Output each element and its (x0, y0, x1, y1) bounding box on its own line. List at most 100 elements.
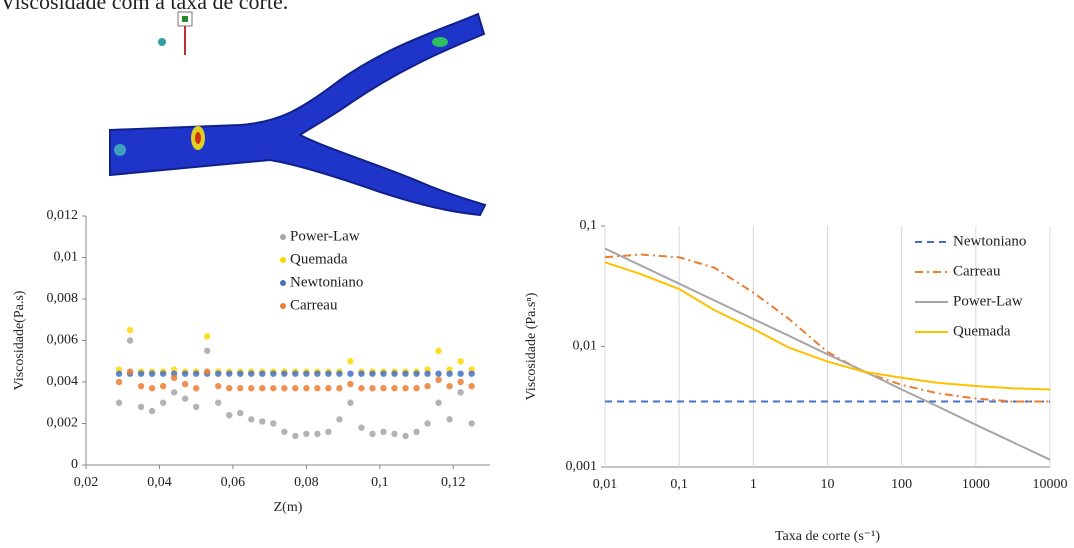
point (281, 370, 288, 377)
point (402, 385, 409, 392)
y-tick-label: 0,002 (47, 416, 79, 431)
point (270, 420, 277, 427)
point (413, 428, 420, 435)
legend-label: Power-Law (290, 228, 360, 244)
point (148, 370, 156, 377)
legend-label: Carreau (953, 263, 1001, 279)
point (281, 385, 288, 392)
y-tick-label: 0,1 (580, 218, 598, 233)
point (435, 376, 442, 384)
point (148, 385, 156, 392)
y-tick-label: 0,01 (573, 339, 598, 354)
point (457, 378, 464, 386)
point (181, 380, 189, 388)
point (369, 385, 376, 392)
x-tick-label: 1 (750, 477, 757, 492)
point (159, 370, 167, 377)
point (391, 370, 398, 377)
point (237, 385, 244, 392)
point (204, 368, 211, 375)
legend-label: Quemada (290, 251, 348, 267)
point (446, 382, 453, 390)
point (115, 378, 123, 386)
point (303, 385, 310, 392)
point (468, 370, 475, 377)
point (314, 370, 321, 377)
point (347, 370, 354, 377)
point (215, 399, 222, 406)
point (468, 420, 475, 427)
point (424, 382, 431, 390)
y-tick-label: 0,01 (54, 250, 79, 265)
point (137, 370, 145, 377)
x-tick-label: 0,12 (441, 475, 466, 490)
series (115, 337, 475, 440)
point (347, 358, 354, 365)
point (126, 337, 134, 344)
point (457, 370, 464, 377)
point (391, 385, 398, 392)
line (604, 253, 1050, 403)
legend-marker (280, 280, 286, 286)
point (358, 385, 365, 392)
point (424, 420, 431, 427)
point (115, 370, 123, 377)
point (215, 370, 222, 377)
x-axis-title: Z(m) (274, 500, 303, 515)
point (204, 333, 211, 340)
point (314, 430, 321, 438)
legend-label: Quemada (953, 323, 1011, 339)
point (358, 424, 365, 431)
y-tick-label: 0,008 (47, 291, 79, 306)
x-tick-label: 0,02 (74, 475, 99, 490)
point (303, 370, 310, 377)
point (215, 382, 222, 390)
point (159, 382, 167, 390)
point (281, 428, 288, 435)
point (192, 370, 200, 377)
vessel-image (109, 11, 487, 217)
point (314, 385, 321, 392)
point (248, 416, 255, 423)
y-axis-title: Viscosidade(Pa.s) (12, 290, 27, 390)
legend-marker (280, 303, 286, 309)
point (204, 347, 211, 355)
y-tick-label: 0,001 (566, 459, 598, 474)
point (159, 399, 167, 406)
point (126, 368, 134, 375)
legend-label: Power-Law (953, 293, 1023, 309)
point (336, 385, 343, 392)
point (292, 385, 299, 392)
point (181, 395, 189, 402)
x-tick-label: 10 (821, 477, 835, 492)
point (259, 370, 266, 377)
point (369, 370, 376, 377)
point (303, 430, 310, 438)
point (424, 370, 431, 377)
point (148, 407, 156, 415)
point (336, 416, 343, 423)
series (115, 368, 475, 392)
point (137, 382, 145, 390)
y-tick-label: 0 (71, 457, 78, 472)
point (137, 403, 145, 411)
point (380, 428, 387, 435)
point (192, 385, 200, 392)
point (457, 358, 464, 365)
point (446, 370, 453, 377)
point (292, 432, 299, 440)
point (435, 399, 442, 406)
header-text: Viscosidade com a taxa de corte. (0, 0, 288, 14)
point (325, 385, 332, 392)
point (413, 385, 420, 392)
point (170, 374, 178, 382)
point (413, 370, 420, 377)
x-tick-label: 1000 (962, 477, 990, 492)
point (468, 382, 475, 390)
point (192, 403, 200, 411)
y-tick-label: 0,012 (47, 208, 79, 223)
point (270, 370, 277, 377)
point (259, 385, 266, 392)
x-tick-label: 0,08 (294, 475, 319, 490)
point (446, 416, 453, 423)
